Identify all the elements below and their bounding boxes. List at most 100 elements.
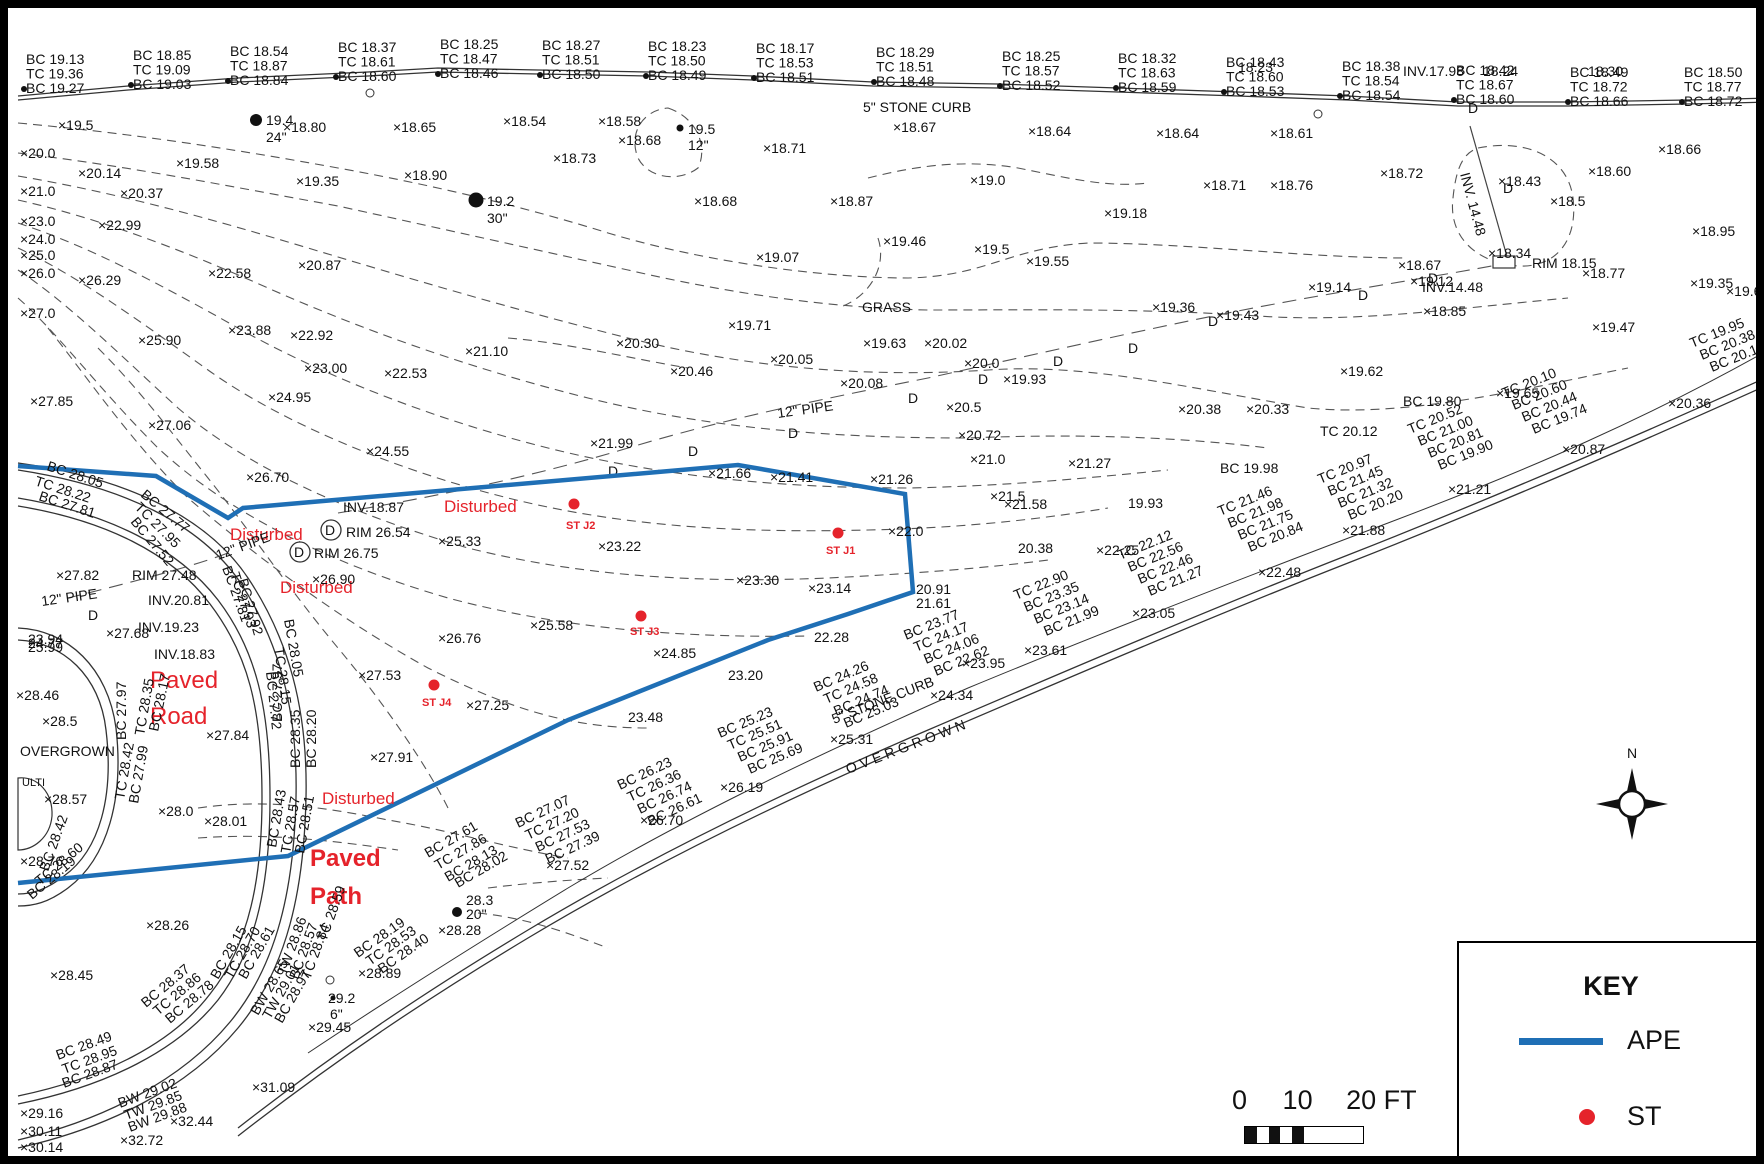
- top-curb-extra-1: 18.23: [1238, 59, 1273, 75]
- spot-elevation: ×18.61: [1270, 125, 1313, 141]
- drain-d-6: D: [1358, 287, 1368, 303]
- drain-d-8: D: [978, 371, 988, 387]
- spot-elevation: ×19.47: [1592, 319, 1635, 335]
- st-j1-dot[interactable]: [832, 527, 844, 539]
- southeast-road-curb: [237, 356, 1756, 1137]
- spot-elevation: ×18.71: [1203, 177, 1246, 193]
- drain-manhole-1[interactable]: D: [320, 519, 342, 541]
- drain-d-10: D: [788, 425, 798, 441]
- spot-elevation: ×18.54: [503, 113, 546, 129]
- spot-elevation: ×20.14: [78, 165, 121, 181]
- stone-curb-top-label: 5" STONE CURB: [863, 99, 971, 115]
- spot-elevation: ×28.45: [50, 967, 93, 983]
- key-st-swatch: [1579, 1109, 1595, 1125]
- key-st-label: ST: [1627, 1101, 1662, 1131]
- disturbed-label-4: Disturbed: [322, 789, 395, 808]
- top-curb-label: BC 18.27: [542, 37, 601, 53]
- spot-elevation: ×25.0: [20, 247, 56, 263]
- spot-elevation: ×21.41: [770, 469, 813, 485]
- spot-elevation: ×23.61: [1024, 642, 1067, 658]
- inv-1448b-label: INV.14.48: [1422, 279, 1483, 295]
- spot-elevation: ×20.0: [964, 355, 1000, 371]
- top-curb-label: BC 18.50: [542, 66, 601, 82]
- spot-elevation: ×18.58: [598, 113, 641, 129]
- drain-manhole-1-letter: D: [325, 522, 335, 538]
- drain-manhole-2[interactable]: D: [289, 541, 311, 563]
- spot-elevation: ×19.58: [176, 155, 219, 171]
- top-curb-label: TC 18.54: [1342, 73, 1400, 89]
- drain-d-12: D: [1503, 180, 1513, 196]
- road-curb-label: 22.28: [814, 629, 849, 645]
- pipe-12-label-a: 12" PIPE: [776, 397, 834, 421]
- st-j4-dot[interactable]: [428, 679, 440, 691]
- spot-elevation: ×18.66: [1658, 141, 1701, 157]
- curb-shot-point: [1679, 99, 1685, 105]
- spot-elevation: ×19.46: [883, 233, 926, 249]
- spot-elevation: ×21.58: [1004, 496, 1047, 512]
- top-curb-label: BC 18.17: [756, 40, 815, 56]
- top-curb-label: BC 18.37: [338, 39, 397, 55]
- spot-elevation: ×21.26: [870, 471, 913, 487]
- top-curb-label: BC 19.27: [26, 80, 85, 96]
- tree-1-elev: 19.4: [266, 112, 293, 128]
- spot-elevation: ×27.91: [370, 749, 413, 765]
- spot-elevation: ×18.87: [830, 193, 873, 209]
- tree-5-elev: 29.2: [328, 990, 355, 1006]
- spot-elevation: ×19.18: [1104, 205, 1147, 221]
- curb-shot-point: [1337, 93, 1343, 99]
- st-j2-dot[interactable]: [568, 498, 580, 510]
- ulti-label: ULTI: [22, 777, 45, 789]
- paved-path-label-2: Path: [310, 883, 362, 910]
- road-curb-label: TC 20.12: [1320, 423, 1378, 439]
- top-curb-label: TC 18.61: [338, 54, 396, 70]
- spot-elevation: ×19.5: [974, 241, 1010, 257]
- spot-elevation: ×20.05: [770, 351, 813, 367]
- st-j3-dot[interactable]: [635, 610, 647, 622]
- top-curb-label: TC 18.51: [542, 52, 600, 68]
- curb-shot-point: [435, 71, 441, 77]
- spot-elevation: ×20.87: [298, 257, 341, 273]
- spot-elevation: ×23.0: [20, 213, 56, 229]
- spot-elevation: ×26.90: [312, 571, 355, 587]
- map-key: KEY APE ST: [1457, 941, 1756, 1156]
- key-title: KEY: [1583, 971, 1639, 1001]
- road-curb-label: BC 27.72: [263, 671, 285, 731]
- top-curb-label: BC 18.42: [1456, 62, 1515, 78]
- spot-elevation: ×20.0: [20, 145, 56, 161]
- spot-elevation: ×28.0: [158, 803, 194, 819]
- drain-d-7: D: [1428, 270, 1438, 286]
- spot-elevation: ×18.68: [618, 132, 661, 148]
- road-curb-label: BC 28.35: [287, 709, 303, 768]
- spot-elevation: ×25.58: [530, 617, 573, 633]
- road-curb-label: 24.77: [28, 635, 63, 651]
- spot-elevation: ×28.89: [358, 965, 401, 981]
- road-curb-label: 20.38: [1018, 540, 1053, 556]
- spot-elevation: ×19.14: [1308, 279, 1351, 295]
- top-curb-label: BC 18.54: [1342, 87, 1401, 103]
- road-curb-label: 23.20: [728, 667, 763, 683]
- curved-paved-road: [17, 462, 307, 1149]
- top-curb-label: BC 18.48: [876, 73, 935, 89]
- spot-elevation: ×29.45: [308, 1019, 351, 1035]
- spot-elevation: ×20.46: [670, 363, 713, 379]
- spot-elevation: ×18.5: [1550, 193, 1586, 209]
- road-curb-label: 19.93: [1128, 495, 1163, 511]
- spot-elevation: ×19.35: [1690, 275, 1733, 291]
- spot-elevation: ×21.0: [970, 451, 1006, 467]
- st-j2-label: ST J2: [566, 520, 595, 532]
- spot-elevation: ×27.52: [546, 857, 589, 873]
- top-curb-label: BC 18.60: [1456, 91, 1515, 107]
- light-pole-icons: [325, 88, 1323, 985]
- top-curb-label: BC 18.23: [648, 38, 707, 54]
- paved-road-label-1: Paved: [150, 667, 218, 694]
- spot-elevation: ×28.01: [204, 813, 247, 829]
- road-curb-label: BC 27.97: [269, 663, 285, 722]
- spot-elevation: ×26.70: [640, 812, 683, 828]
- top-curb-extra-3: 18.30: [1588, 63, 1623, 79]
- spot-elevation: ×21.66: [708, 465, 751, 481]
- top-curb-label: TC 18.47: [440, 51, 498, 67]
- drain-d-2: D: [688, 443, 698, 459]
